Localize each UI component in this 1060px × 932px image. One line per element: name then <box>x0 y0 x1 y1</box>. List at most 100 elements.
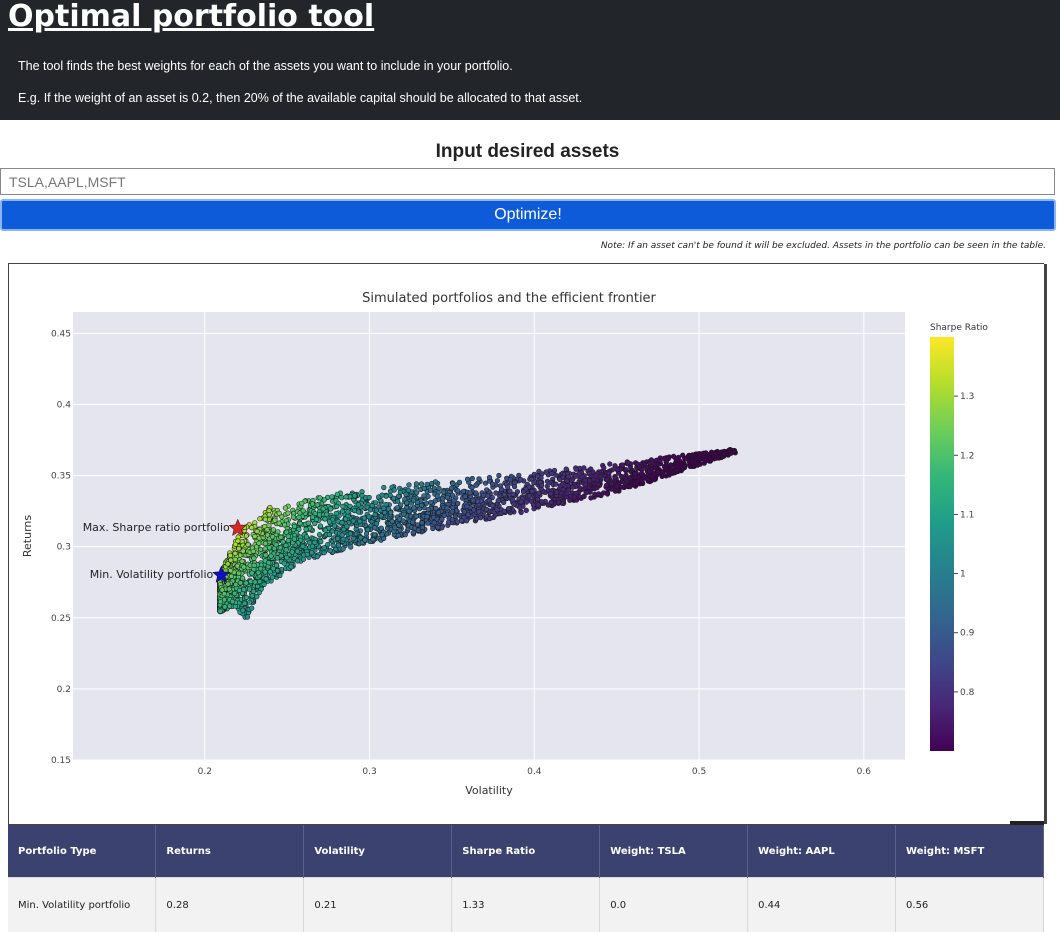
portfolio-point <box>252 563 257 568</box>
portfolio-point <box>475 499 480 504</box>
portfolio-point <box>295 559 300 564</box>
portfolio-point <box>398 490 403 495</box>
portfolio-point <box>613 475 618 480</box>
portfolio-point <box>262 582 267 587</box>
portfolio-point <box>321 507 326 512</box>
portfolio-point <box>445 506 450 511</box>
portfolio-point <box>484 488 489 493</box>
table-cell: 1.33 <box>452 878 600 932</box>
portfolio-point <box>300 501 305 506</box>
portfolio-point <box>218 609 223 614</box>
portfolio-point <box>373 512 378 517</box>
portfolio-point <box>623 477 628 482</box>
portfolio-point <box>459 518 464 523</box>
portfolio-point <box>368 508 373 513</box>
portfolio-point <box>233 557 238 562</box>
portfolio-point <box>263 517 268 522</box>
portfolio-point <box>230 600 235 605</box>
portfolio-point <box>373 525 378 530</box>
portfolio-point <box>486 493 491 498</box>
portfolio-point <box>352 494 357 499</box>
portfolio-point <box>237 571 242 576</box>
intro-text: The tool finds the best weights for each… <box>18 59 513 73</box>
portfolio-point <box>241 549 246 554</box>
portfolio-point <box>358 519 363 524</box>
portfolio-point <box>232 591 237 596</box>
portfolio-point <box>253 580 258 585</box>
portfolio-point <box>401 519 406 524</box>
portfolio-point <box>425 482 430 487</box>
portfolio-point <box>496 498 501 503</box>
portfolio-point <box>478 515 483 520</box>
portfolio-point <box>545 484 550 489</box>
table-header-cell: Sharpe Ratio <box>452 825 600 878</box>
portfolio-point <box>273 518 278 523</box>
portfolio-point <box>415 523 420 528</box>
portfolio-point <box>677 459 682 464</box>
portfolio-point <box>505 485 510 490</box>
portfolio-point <box>284 548 289 553</box>
portfolio-point <box>466 513 471 518</box>
portfolio-point <box>574 467 579 472</box>
portfolio-point <box>656 470 661 475</box>
portfolio-point <box>283 506 288 511</box>
portfolio-point <box>645 476 650 481</box>
optimize-button[interactable]: Optimize! <box>0 199 1056 231</box>
x-tick-label: 0.6 <box>857 767 872 777</box>
portfolio-point <box>301 557 306 562</box>
portfolio-point <box>306 521 311 526</box>
portfolio-point <box>252 556 257 561</box>
portfolio-point <box>669 470 674 475</box>
portfolio-point <box>345 524 350 529</box>
portfolio-point <box>390 519 395 524</box>
portfolio-point <box>521 490 526 495</box>
portfolio-point <box>301 544 306 549</box>
portfolio-point <box>506 506 511 511</box>
portfolio-point <box>382 506 387 511</box>
portfolio-point <box>490 482 495 487</box>
portfolio-point <box>267 512 272 517</box>
portfolio-point <box>615 467 620 472</box>
chart-svg[interactable]: Simulated portfolios and the efficient f… <box>9 264 1045 826</box>
portfolio-point <box>240 576 245 581</box>
portfolio-point <box>474 491 479 496</box>
portfolio-point <box>422 494 427 499</box>
plot-area[interactable] <box>73 312 905 760</box>
portfolio-point <box>315 554 320 559</box>
portfolio-point <box>264 577 269 582</box>
portfolio-point <box>476 509 481 514</box>
portfolio-point <box>589 496 594 501</box>
page-title: Optimal portfolio tool <box>8 0 374 34</box>
y-tick-label: 0.25 <box>51 614 71 624</box>
portfolio-point <box>640 467 645 472</box>
portfolio-point <box>341 504 346 509</box>
example-text: E.g. If the weight of an asset is 0.2, t… <box>18 91 582 105</box>
x-tick-label: 0.2 <box>198 767 212 777</box>
portfolio-point <box>396 533 401 538</box>
portfolio-point <box>327 520 332 525</box>
portfolio-point <box>412 506 417 511</box>
portfolio-point <box>222 591 227 596</box>
efficient-frontier-chart[interactable]: Simulated portfolios and the efficient f… <box>8 263 1044 825</box>
portfolio-point <box>411 530 416 535</box>
table-header-cell: Weight: TSLA <box>600 825 748 878</box>
colorbar-tick-label: 0.8 <box>960 688 975 698</box>
portfolio-point <box>253 534 258 539</box>
portfolio-point <box>582 466 587 471</box>
portfolio-point <box>324 512 329 517</box>
portfolio-point <box>313 521 318 526</box>
assets-input[interactable] <box>0 168 1055 195</box>
portfolio-point <box>330 495 335 500</box>
portfolio-point <box>426 494 431 499</box>
portfolio-point <box>267 546 272 551</box>
portfolio-point <box>363 538 368 543</box>
portfolio-point <box>277 521 282 526</box>
portfolio-point <box>436 525 441 530</box>
y-axis-ticks: 0.150.20.250.30.350.40.45 <box>51 329 71 766</box>
portfolio-point <box>461 489 466 494</box>
portfolio-point <box>519 510 524 515</box>
portfolio-point <box>554 482 559 487</box>
x-tick-label: 0.3 <box>362 767 376 777</box>
